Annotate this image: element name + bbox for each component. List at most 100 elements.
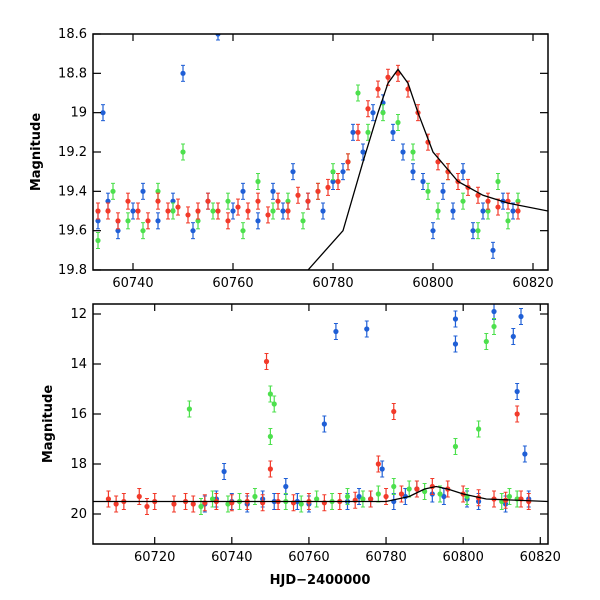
bottom-marker: [526, 498, 532, 505]
top-marker: [510, 208, 516, 214]
bottom-marker: [198, 503, 204, 510]
top-data-point-blue: [100, 104, 106, 122]
top-marker: [450, 208, 456, 214]
top-marker: [230, 208, 236, 214]
bottom-marker: [514, 388, 520, 395]
top-marker: [190, 228, 196, 234]
bottom-x-tick-label: 60780: [365, 550, 406, 565]
bottom-marker: [510, 333, 516, 340]
top-marker: [350, 129, 356, 135]
bottom-data-point-blue: [221, 463, 227, 480]
bottom-data-point-green: [298, 495, 304, 513]
top-marker: [140, 228, 146, 234]
top-marker: [355, 90, 361, 96]
top-marker: [330, 178, 336, 185]
bottom-data-point-green: [406, 480, 412, 498]
bottom-marker: [514, 411, 520, 417]
top-marker: [385, 74, 391, 80]
top-y-tick-label: 19.6: [58, 224, 87, 239]
bottom-data-point-blue: [283, 478, 289, 495]
bottom-data-point-blue: [321, 415, 327, 433]
bottom-marker: [321, 421, 327, 427]
top-y-axis-label: Magnitude: [29, 113, 44, 192]
top-data-point-blue: [390, 123, 396, 141]
top-data-point-green: [125, 212, 131, 230]
top-marker: [215, 208, 221, 214]
top-marker: [355, 129, 361, 135]
top-marker: [280, 208, 286, 214]
top-marker: [425, 188, 431, 194]
bottom-data-point-red: [375, 455, 381, 473]
bottom-data-point-green: [437, 485, 443, 503]
top-marker: [95, 208, 101, 214]
top-data-point-blue: [490, 241, 496, 259]
bottom-y-tick-label: 16: [70, 407, 87, 422]
bottom-data-point-blue: [441, 488, 447, 505]
top-data-point-red: [165, 202, 171, 220]
top-data-point-red: [105, 202, 111, 220]
top-marker: [145, 218, 151, 224]
top-marker: [400, 149, 406, 155]
top-data-point-green: [505, 212, 511, 230]
top-y-tick-label: 19: [70, 106, 87, 121]
top-data-point-red: [195, 202, 201, 220]
top-data-point-red: [255, 192, 261, 210]
bottom-x-tick-label: 60760: [288, 550, 329, 565]
top-marker: [435, 208, 441, 214]
bottom-data-point-red: [105, 490, 112, 508]
top-data-point-green: [255, 173, 261, 190]
top-y-tick-label: 19.8: [58, 263, 87, 278]
top-data-point-red: [115, 212, 121, 230]
bottom-marker: [267, 433, 273, 440]
bottom-marker: [375, 461, 381, 467]
top-marker: [340, 169, 346, 175]
top-data-point-red: [175, 198, 181, 216]
top-data-point-green: [110, 182, 116, 200]
bottom-data-point-green: [506, 488, 513, 505]
top-data-point-green: [210, 202, 216, 220]
bottom-data-point-green: [491, 318, 497, 335]
top-data-point-blue: [470, 222, 476, 240]
top-data-point-blue: [450, 202, 456, 220]
bottom-y-axis-label: Magnitude: [41, 385, 56, 464]
bottom-data-point-red: [518, 490, 524, 508]
top-data-point-blue: [230, 202, 236, 220]
top-marker: [240, 228, 246, 234]
bottom-marker: [437, 491, 443, 497]
top-marker: [495, 204, 501, 210]
top-data-point-red: [365, 100, 371, 118]
top-data-point-green: [95, 232, 101, 249]
top-data-point-red: [135, 202, 141, 220]
bottom-data-point-red: [398, 485, 405, 503]
bottom-marker: [136, 493, 142, 500]
bottom-data-point-red: [429, 478, 435, 495]
bottom-marker: [391, 408, 397, 415]
top-data-point-green: [170, 202, 176, 220]
bottom-marker: [283, 483, 289, 490]
bottom-data-point-blue: [452, 335, 459, 353]
bottom-y-tick-label: 20: [70, 507, 87, 522]
top-data-point-green: [240, 222, 246, 240]
bottom-data-point-green: [267, 428, 273, 445]
bottom-ticks: 60720 60740 60760 60780 60800 60820 12 14 16 18 20: [70, 304, 561, 565]
top-marker: [175, 204, 181, 210]
top-marker: [290, 169, 296, 175]
top-data-point-blue: [370, 104, 376, 122]
top-data-point-green: [495, 173, 501, 190]
top-data-point-blue: [130, 202, 136, 220]
top-data-point-blue: [420, 173, 426, 190]
bottom-marker: [186, 406, 192, 412]
top-x-tick-label: 60780: [312, 276, 353, 291]
bottom-marker: [298, 501, 304, 507]
bottom-x-axis-label: HJD−2400000: [270, 573, 371, 588]
top-data-point-green: [435, 202, 441, 220]
bottom-marker: [333, 328, 339, 335]
top-data-point-red: [335, 173, 341, 190]
top-data-point-red: [265, 206, 271, 224]
top-data-point-red: [275, 192, 281, 210]
bottom-panel: 60720 60740 60760 60780 60800 60820 12 14 16 18 20…: [41, 303, 561, 588]
top-marker: [195, 218, 201, 224]
top-marker: [115, 228, 121, 234]
top-data-point-red: [155, 192, 161, 210]
bottom-marker: [144, 503, 150, 510]
